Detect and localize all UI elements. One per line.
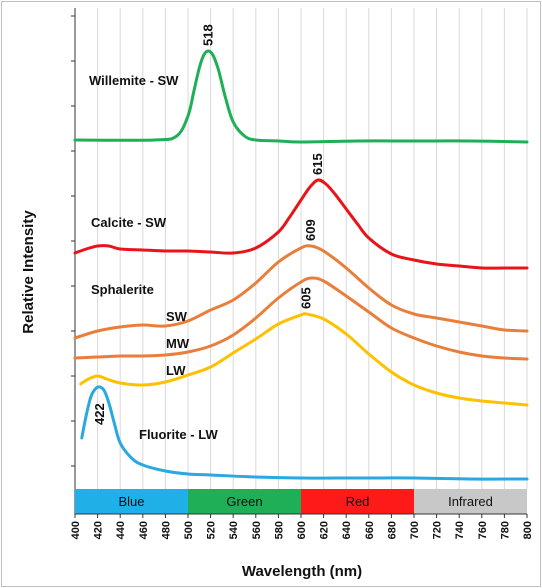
- x-tick-label-800: 800: [522, 521, 534, 539]
- x-tick-label-560: 560: [251, 521, 263, 539]
- series-label-3: SW: [166, 309, 188, 324]
- series-label-1: Calcite - SW: [91, 215, 167, 230]
- vertical-gridlines: [74, 8, 528, 489]
- x-tick-label-520: 520: [206, 521, 218, 539]
- y-axis: [71, 8, 76, 514]
- peak-label-2: 609: [303, 219, 318, 241]
- y-axis-title: Relative Intensity: [20, 210, 37, 334]
- series-line-5: [80, 385, 529, 481]
- series-label-6: Fluorite - LW: [139, 427, 218, 442]
- series-line-4: [79, 312, 529, 407]
- x-tick-label-500: 500: [183, 521, 195, 539]
- x-tick-label-760: 760: [477, 521, 489, 539]
- color-band-bar: Blue Green Red Infrared: [75, 489, 527, 514]
- band-infrared: [414, 489, 527, 514]
- x-tick-label-720: 720: [432, 521, 444, 539]
- x-tick-label-660: 660: [364, 521, 376, 539]
- series-line-0: [73, 49, 529, 144]
- peak-label-5: 422: [92, 403, 107, 425]
- band-blue: [75, 489, 188, 514]
- band-label-green: Green: [226, 494, 262, 509]
- x-tick-label-640: 640: [341, 521, 353, 539]
- x-tick-label-700: 700: [409, 521, 421, 539]
- band-label-red: Red: [346, 494, 370, 509]
- peak-label-1: 615: [310, 153, 325, 175]
- band-label-blue: Blue: [118, 494, 144, 509]
- annotations: 518 615 609 605 422 Willemite - SW Calcite - S…: [89, 24, 325, 442]
- x-axis: 400 420 440 460 480 500 520 540 560 580 600 620 640 6…: [70, 513, 534, 539]
- x-tick-label-780: 780: [499, 521, 511, 539]
- x-tick-label-460: 460: [138, 521, 150, 539]
- series-label-0: Willemite - SW: [89, 73, 179, 88]
- series-label-2: Sphalerite: [91, 282, 154, 297]
- peak-label-0: 518: [200, 24, 215, 46]
- x-tick-label-540: 540: [228, 521, 240, 539]
- x-axis-title: Wavelength (nm): [242, 563, 362, 580]
- x-tick-label-480: 480: [160, 521, 172, 539]
- series-label-5: LW: [166, 363, 186, 378]
- peak-label-4: 605: [299, 287, 314, 309]
- x-tick-label-620: 620: [319, 521, 331, 539]
- x-tick-label-400: 400: [70, 521, 82, 539]
- band-label-infrared: Infrared: [448, 494, 493, 509]
- x-tick-label-600: 600: [296, 521, 308, 539]
- series-line-3: [73, 276, 529, 361]
- x-tick-label-740: 740: [454, 521, 466, 539]
- series-line-2: [73, 244, 529, 340]
- x-tick-label-440: 440: [115, 521, 127, 539]
- band-green: [188, 489, 301, 514]
- series-label-4: MW: [166, 336, 190, 351]
- band-red: [301, 489, 414, 514]
- x-tick-label-420: 420: [93, 521, 105, 539]
- x-tick-label-680: 680: [386, 521, 398, 539]
- x-tick-label-580: 580: [273, 521, 285, 539]
- series-line-1: [73, 178, 529, 270]
- series-lines: [73, 49, 529, 481]
